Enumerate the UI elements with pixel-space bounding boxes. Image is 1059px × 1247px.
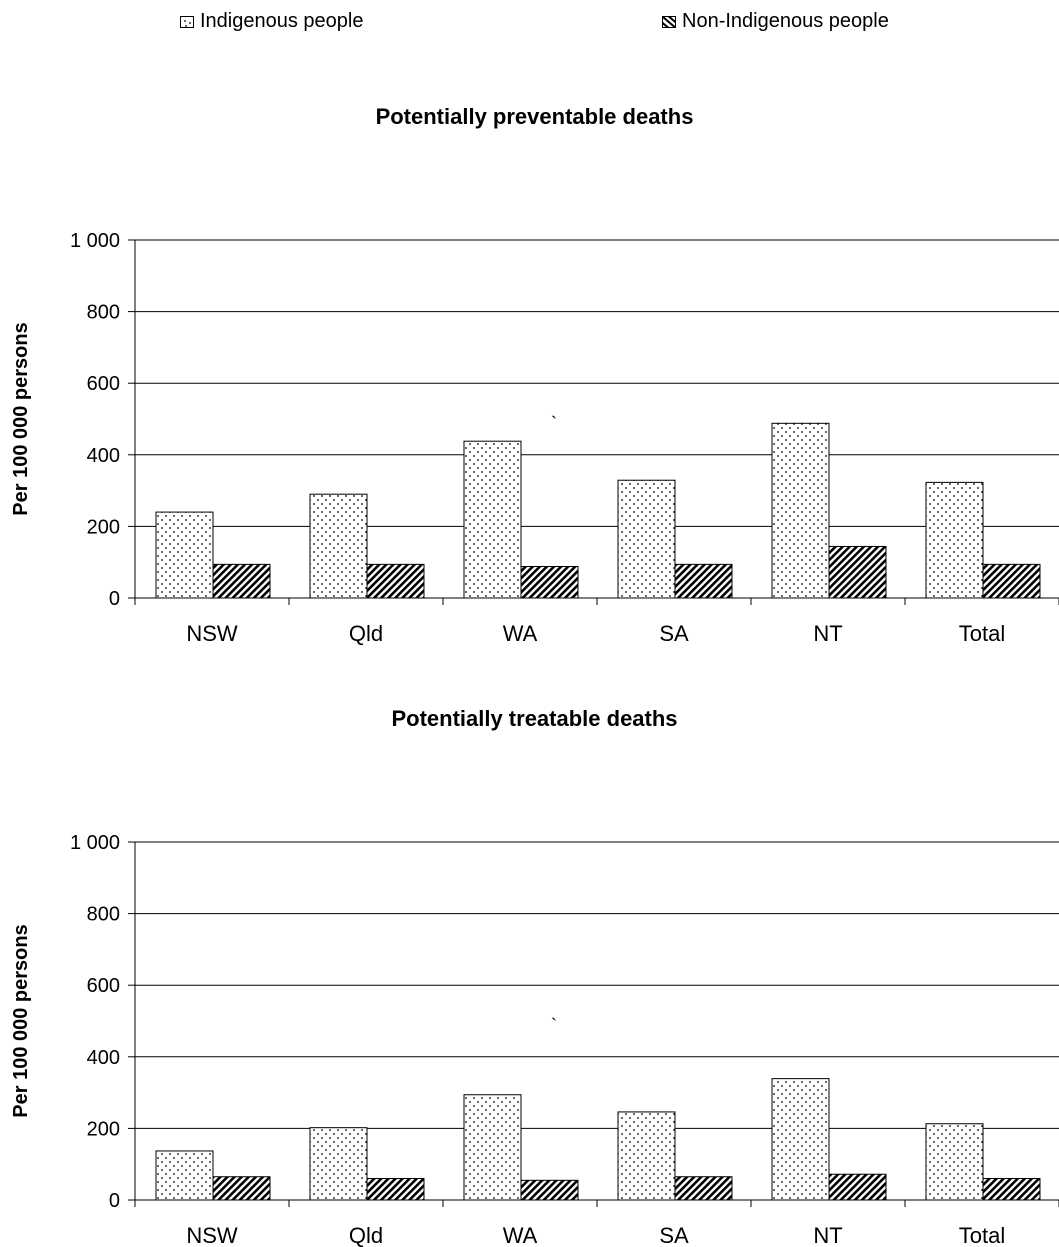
y-tick-label: 1 000 (70, 230, 120, 252)
y-tick-label: 600 (87, 975, 120, 997)
bar (771, 1078, 830, 1201)
stray-mark: ` (551, 414, 557, 434)
bar (982, 563, 1041, 599)
y-tick-label: 800 (87, 904, 120, 926)
bar (212, 1176, 271, 1201)
bar (309, 1127, 368, 1201)
bar (155, 1150, 214, 1201)
bar (617, 1111, 676, 1201)
y-tick-label: 200 (87, 516, 120, 538)
chart-title: Potentially preventable deaths (375, 104, 694, 129)
x-tick-label: NT (813, 621, 842, 646)
legend-item-indigenous: Indigenous people (180, 10, 363, 33)
y-axis-label: Per 100 000 persons (10, 322, 32, 515)
dots-pattern-icon (180, 15, 194, 28)
hatch-pattern-icon (662, 15, 676, 28)
bar (366, 1178, 425, 1201)
stray-mark: ` (551, 1016, 557, 1036)
x-tick-label: SA (659, 1223, 689, 1247)
bar-chart-treatable: 0 200 400 600 800 1 000 Per 100 000 persons NSW… (10, 832, 1059, 1247)
bar (366, 563, 425, 599)
bar (674, 563, 733, 599)
bar (309, 493, 368, 599)
bar (925, 481, 984, 599)
legend-label: Indigenous people (200, 10, 364, 32)
bar (828, 1173, 887, 1201)
y-tick-label: 0 (109, 1190, 120, 1212)
chart-title: Potentially treatable deaths (391, 706, 678, 731)
x-tick-label: NSW (186, 621, 238, 646)
y-tick-label: 0 (109, 588, 120, 610)
y-tick-label: 200 (87, 1118, 120, 1140)
x-tick-label: SA (659, 621, 689, 646)
y-axis-label: Per 100 000 persons (10, 924, 32, 1117)
bar (520, 1179, 579, 1201)
bar (674, 1176, 733, 1201)
x-tick-label: Qld (349, 1223, 383, 1247)
bar (520, 565, 579, 599)
x-tick-label: Total (959, 621, 1005, 646)
x-tick-label: WA (503, 621, 538, 646)
x-tick-label: Qld (349, 621, 383, 646)
bar (828, 545, 887, 599)
bar (463, 440, 522, 599)
legend-label: Non-Indigenous people (682, 10, 889, 32)
bar-chart-preventable: 0 200 400 600 800 1 000 Per 100 000 persons NSW… (10, 230, 1059, 646)
bar (771, 422, 830, 599)
bar (982, 1178, 1041, 1201)
legend-item-non-indigenous: Non-Indigenous people (662, 10, 889, 33)
legend: Indigenous people Non-Indigenous people (0, 10, 1059, 38)
y-tick-label: 600 (87, 373, 120, 395)
y-tick-label: 400 (87, 445, 120, 467)
bar (925, 1123, 984, 1201)
x-tick-label: WA (503, 1223, 538, 1247)
y-tick-label: 1 000 (70, 832, 120, 854)
x-tick-label: NSW (186, 1223, 238, 1247)
bar (155, 511, 214, 599)
bar (212, 563, 271, 599)
bar (617, 479, 676, 599)
y-tick-label: 800 (87, 302, 120, 324)
x-tick-label: NT (813, 1223, 842, 1247)
y-tick-label: 400 (87, 1047, 120, 1069)
bar (463, 1094, 522, 1201)
x-tick-label: Total (959, 1223, 1005, 1247)
